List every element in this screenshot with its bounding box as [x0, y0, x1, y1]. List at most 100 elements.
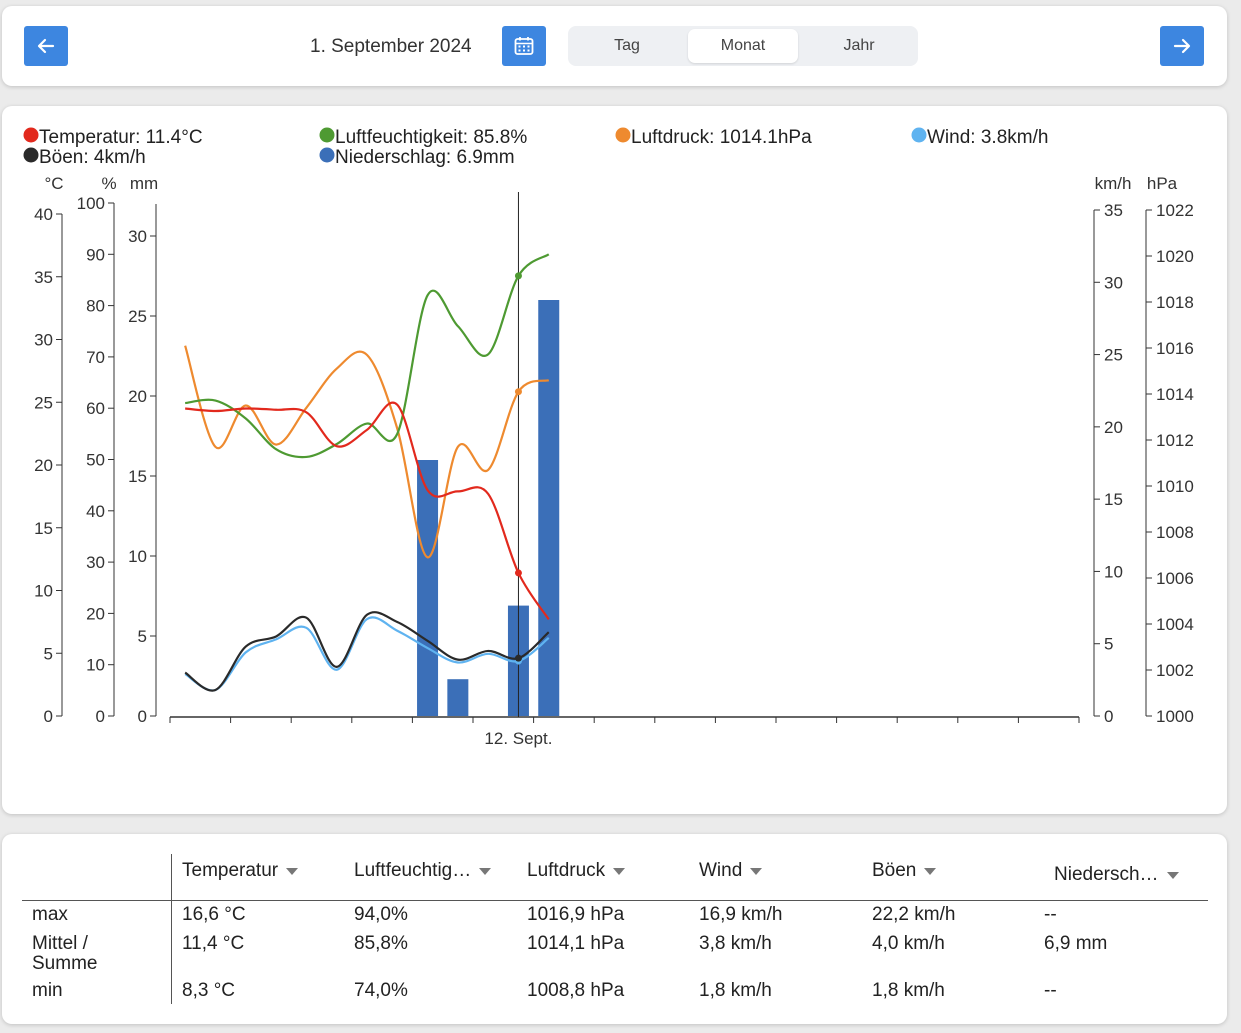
axis-tick-label-humidity: 50: [86, 451, 105, 470]
precipitation-bar: [417, 460, 439, 716]
table-cell: 16,6 °C: [182, 904, 246, 925]
row-label-max: max: [32, 904, 68, 925]
table-cell: 4,0 km/h: [872, 933, 945, 954]
precipitation-bar: [447, 679, 469, 716]
axis-tick-label-wind: 30: [1104, 273, 1123, 292]
table-cell: 22,2 km/h: [872, 904, 956, 925]
table-cell: 94,0%: [354, 904, 408, 925]
axis-tick-label-humidity: 60: [86, 399, 105, 418]
table-cell: 8,3 °C: [182, 980, 236, 1001]
calendar-button[interactable]: [502, 26, 546, 66]
legend-item-wind: Wind: 3.8km/h: [927, 127, 1048, 148]
axis-tick-label-pressure: 1000: [1156, 707, 1194, 726]
column-header-humidity[interactable]: Luftfeuchtig…: [354, 860, 492, 882]
axis-tick-label-precip: 25: [128, 307, 147, 326]
axis-tick-label-temp: 15: [34, 519, 53, 538]
table-cell: 11,4 °C: [182, 933, 245, 954]
table-cell: 6,9 mm: [1044, 933, 1108, 954]
column-header-temperature[interactable]: Temperatur: [182, 860, 299, 882]
sort-caret-icon: [924, 867, 937, 875]
sort-caret-icon: [479, 867, 492, 875]
axis-tick-label-wind: 10: [1104, 562, 1123, 581]
axis-tick-label-pressure: 1002: [1156, 661, 1194, 680]
axis-tick-label-pressure: 1008: [1156, 523, 1194, 542]
axis-tick-label-precip: 20: [128, 387, 147, 406]
weather-chart[interactable]: 0510152025303540°C0102030405060708090100…: [2, 106, 1227, 814]
axis-tick-label-wind: 20: [1104, 418, 1123, 437]
column-header-pressure[interactable]: Luftdruck: [527, 860, 626, 882]
calendar-icon: [514, 37, 534, 55]
tab-jahr[interactable]: Jahr: [843, 37, 875, 54]
legend-item-gusts: Böen: 4km/h: [39, 147, 146, 168]
table-label-divider: [171, 854, 172, 1004]
axis-tick-label-precip: 0: [138, 707, 147, 726]
axis-tick-label-wind: 15: [1104, 490, 1123, 509]
axis-tick-label-humidity: 70: [86, 348, 105, 367]
axis-tick-label-precip: 5: [138, 627, 147, 646]
table-header-divider: [22, 900, 1208, 901]
legend-item-humidity: Luftfeuchtigkeit: 85.8%: [335, 127, 527, 148]
axis-tick-label-temp: 20: [34, 456, 53, 475]
table-cell: --: [1044, 904, 1057, 925]
axis-tick-label-temp: 35: [34, 268, 53, 287]
previous-period-button[interactable]: [24, 26, 68, 66]
axis-tick-label-humidity: 0: [96, 707, 105, 726]
legend-item-precipitation: Niederschlag: 6.9mm: [335, 147, 515, 168]
axis-unit-temp: °C: [44, 174, 63, 193]
axis-tick-label-pressure: 1022: [1156, 201, 1194, 220]
table-cell: 3,8 km/h: [699, 933, 772, 954]
axis-tick-label-temp: 25: [34, 393, 53, 412]
column-header-gusts[interactable]: Böen: [872, 860, 937, 882]
legend-dot-gusts: [23, 147, 39, 163]
arrow-right-icon: [1173, 38, 1191, 54]
period-selector: Tag Monat Jahr: [568, 26, 918, 66]
table-cell: 1,8 km/h: [699, 980, 772, 1001]
legend-dot-pressure: [615, 127, 631, 143]
legend-dot-wind: [911, 127, 927, 143]
series-line-temperature: [185, 401, 550, 620]
table-cell: 1,8 km/h: [872, 980, 945, 1001]
axis-tick-label-humidity: 40: [86, 502, 105, 521]
axis-unit-pressure: hPa: [1147, 174, 1178, 193]
next-period-button[interactable]: [1160, 26, 1204, 66]
legend-item-pressure: Luftdruck: 1014.1hPa: [631, 127, 812, 148]
table-cell: 16,9 km/h: [699, 904, 783, 925]
column-header-wind[interactable]: Wind: [699, 860, 763, 882]
axis-tick-label-humidity: 100: [77, 194, 105, 213]
table-cell: 74,0%: [354, 980, 408, 1001]
axis-tick-label-precip: 10: [128, 547, 147, 566]
axis-tick-label-precip: 30: [128, 227, 147, 246]
legend-dot-humidity: [319, 127, 335, 143]
tab-tag[interactable]: Tag: [614, 37, 640, 54]
table-cell: 1008,8 hPa: [527, 980, 625, 1001]
series-line-wind: [184, 616, 550, 692]
axis-tick-label-pressure: 1018: [1156, 293, 1194, 312]
sort-caret-icon: [613, 867, 626, 875]
axis-tick-label-humidity: 80: [86, 297, 105, 316]
axis-tick-label-wind: 5: [1104, 635, 1113, 654]
series-marker-pressure: [514, 388, 522, 396]
axis-tick-label-wind: 25: [1104, 346, 1123, 365]
axis-tick-label-pressure: 1010: [1156, 477, 1194, 496]
series-line-humidity: [185, 253, 550, 459]
axis-tick-label-pressure: 1020: [1156, 247, 1194, 266]
row-label-min: min: [32, 980, 63, 1001]
axis-unit-humidity: %: [101, 174, 116, 193]
axis-tick-label-humidity: 30: [86, 553, 105, 572]
tab-monat[interactable]: Monat: [688, 29, 798, 63]
axis-tick-label-precip: 15: [128, 467, 147, 486]
x-axis-label: 12. Sept.: [484, 729, 552, 748]
sort-caret-icon: [1166, 871, 1179, 879]
axis-tick-label-temp: 5: [44, 644, 53, 663]
sort-caret-icon: [286, 867, 299, 875]
row-label-mean: Mittel /: [32, 933, 88, 954]
series-marker-gusts: [514, 654, 522, 662]
axis-unit-wind: km/h: [1095, 174, 1132, 193]
arrow-left-icon: [37, 38, 55, 54]
column-header-precipitation[interactable]: Niedersch…: [1054, 864, 1179, 886]
axis-tick-label-humidity: 10: [86, 656, 105, 675]
table-cell: --: [1044, 980, 1057, 1001]
summary-table: Temperatur Luftfeuchtig… Luftdruck Wind …: [2, 834, 1227, 1024]
current-date-label: 1. September 2024: [310, 36, 472, 57]
series-line-pressure: [184, 345, 550, 559]
